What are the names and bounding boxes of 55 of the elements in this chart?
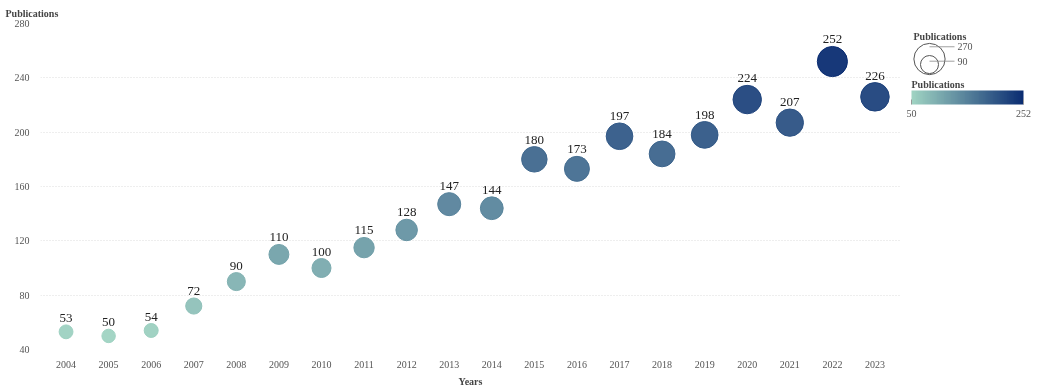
x-tick-label: 2017 — [609, 358, 630, 370]
data-label: 252 — [822, 31, 843, 47]
data-label: 226 — [865, 67, 886, 83]
legend-title: Publications — [913, 31, 967, 43]
x-tick-label: 2004 — [56, 358, 77, 370]
data-label: 128 — [396, 204, 417, 220]
data-label: 72 — [187, 282, 201, 298]
data-label: 147 — [439, 177, 460, 193]
data-label: 144 — [482, 181, 503, 197]
x-tick-label: 2005 — [98, 358, 119, 370]
legend-label: 90 — [957, 55, 968, 67]
color-bar-label: 252 — [1016, 107, 1031, 119]
x-tick-label: 2015 — [524, 358, 545, 370]
color-bar-title: Publications — [911, 78, 965, 90]
x-tick-label: 2020 — [737, 358, 758, 370]
x-tick-label: 2016 — [566, 358, 587, 370]
y-tick-label: 80 — [19, 289, 30, 301]
data-label: 207 — [780, 93, 801, 109]
data-label: 184 — [652, 126, 673, 142]
data-label: 198 — [694, 106, 715, 122]
x-tick-label: 2011 — [354, 358, 374, 370]
y-tick-label: 160 — [14, 181, 30, 192]
x-tick-label: 2008 — [226, 358, 247, 370]
data-label: 110 — [269, 229, 289, 245]
x-tick-label: 2019 — [694, 358, 715, 370]
x-tick-label: 2006 — [141, 358, 162, 370]
x-tick-label: 2021 — [779, 358, 800, 370]
y-tick-label: 200 — [14, 126, 30, 138]
y-tick-label: 240 — [14, 72, 30, 84]
x-tick-label: 2023 — [864, 358, 885, 370]
data-label: 197 — [609, 107, 630, 123]
data-label: 54 — [144, 308, 159, 324]
data-label: 180 — [524, 131, 545, 147]
data-label: 50 — [102, 314, 116, 330]
x-tick-label: 2009 — [268, 358, 289, 370]
data-label: 53 — [59, 309, 73, 325]
data-label: 90 — [229, 257, 243, 273]
x-tick-label: 2018 — [652, 358, 673, 370]
data-label: 224 — [737, 70, 758, 86]
color-bar-label: 50 — [906, 107, 917, 119]
x-tick-label: 2010 — [311, 358, 332, 370]
x-tick-label: 2007 — [183, 358, 204, 370]
y-tick-label: 120 — [14, 235, 30, 247]
x-tick-label: 2013 — [439, 358, 460, 370]
x-tick-label: 2014 — [481, 358, 502, 370]
data-label: 173 — [567, 141, 587, 157]
y-tick-label: 40 — [19, 344, 30, 355]
legend-label: 270 — [957, 41, 973, 53]
x-axis-title: Years — [458, 375, 483, 387]
x-tick-label: 2012 — [396, 358, 417, 370]
data-label: 100 — [311, 243, 332, 259]
y-tick-label: 280 — [14, 18, 30, 29]
y-axis-title: Publications — [5, 7, 59, 19]
x-tick-label: 2022 — [822, 358, 843, 370]
data-label: 115 — [354, 222, 374, 238]
